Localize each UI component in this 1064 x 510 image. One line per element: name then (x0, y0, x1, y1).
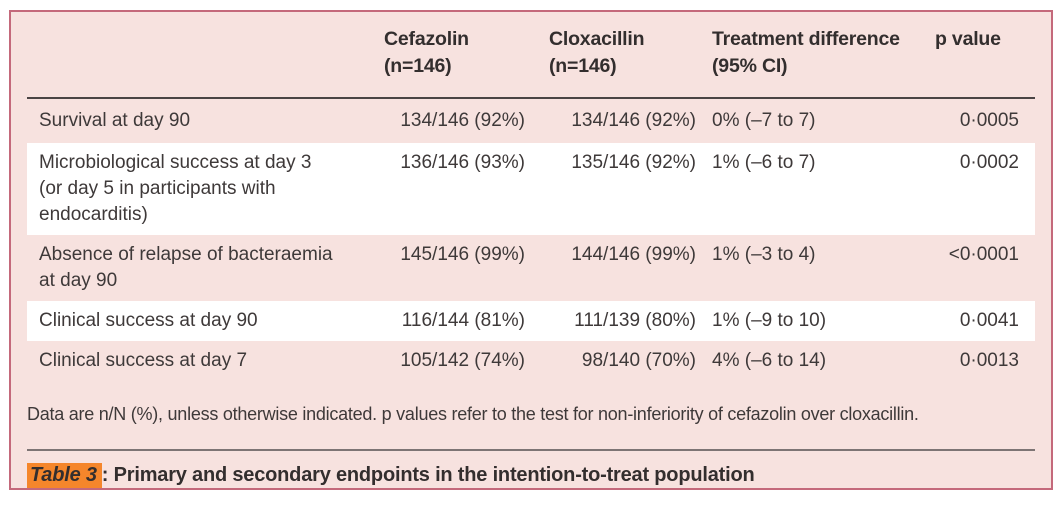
endpoint-cell: Absence of relapse of bacteraemia at day… (39, 244, 333, 291)
header-endpoint-column (27, 12, 367, 36)
endpoint-cell: Survival at day 90 (39, 110, 191, 131)
table-caption-separator: : (101, 464, 114, 486)
cefazolin-value: 116/144 (81%) (401, 310, 525, 331)
treatment-difference-value: 1% (–3 to 4) (712, 244, 816, 265)
cefazolin-value: 134/146 (92%) (400, 110, 525, 131)
cloxacillin-value: 135/146 (92%) (571, 152, 696, 173)
cefazolin-value: 105/142 (74%) (400, 350, 525, 371)
header-cefazolin: Cefazolin (n=146) (384, 28, 469, 77)
table-row-microbiological-success: Microbiological success at day 3 (or day… (27, 143, 1035, 235)
endpoint-cell: Microbiological success at day 3 (or day… (39, 152, 312, 225)
header-cloxacillin: Cloxacillin (n=146) (549, 28, 645, 77)
table-caption: Table 3: Primary and secondary endpoints… (27, 462, 1035, 489)
caption-divider-rule (27, 449, 1035, 451)
cefazolin-value: 136/146 (93%) (400, 152, 525, 173)
endpoint-cell: Clinical success at day 7 (39, 350, 248, 371)
table-row-clinical-success-day-90: Clinical success at day 90 116/144 (81%)… (27, 301, 1035, 341)
table-row-absence-of-relapse: Absence of relapse of bacteraemia at day… (27, 235, 1035, 301)
p-value: 0·0041 (959, 310, 1019, 331)
table-caption-label: Table 3 (27, 463, 102, 488)
header-treatment-difference: Treatment difference (95% CI) (712, 28, 900, 77)
table-header-row: Cefazolin (n=146) Cloxacillin (n=146) Tr… (27, 12, 1035, 97)
p-value: 0·0013 (959, 350, 1019, 371)
header-p-value: p value (935, 28, 1001, 50)
p-value: 0·0002 (959, 152, 1019, 173)
treatment-difference-value: 1% (–9 to 10) (712, 310, 827, 331)
treatment-difference-value: 1% (–6 to 7) (712, 152, 816, 173)
treatment-difference-value: 0% (–7 to 7) (712, 110, 816, 131)
header-divider-rule (27, 97, 1035, 99)
endpoint-cell: Clinical success at day 90 (39, 310, 258, 331)
cloxacillin-value: 144/146 (99%) (571, 244, 696, 265)
p-value: <0·0001 (948, 244, 1019, 265)
table-content: Cefazolin (n=146) Cloxacillin (n=146) Tr… (11, 12, 1051, 489)
table-caption-text: Primary and secondary endpoints in the i… (113, 464, 755, 486)
table-row-clinical-success-day-7: Clinical success at day 7 105/142 (74%) … (27, 341, 1035, 381)
cloxacillin-value: 111/139 (80%) (574, 310, 696, 331)
p-value: 0·0005 (959, 110, 1019, 131)
cloxacillin-value: 134/146 (92%) (571, 110, 696, 131)
table-footnote: Data are n/N (%), unless otherwise indic… (27, 404, 919, 424)
cefazolin-value: 145/146 (99%) (400, 244, 525, 265)
treatment-difference-value: 4% (–6 to 14) (712, 350, 827, 371)
cloxacillin-value: 98/140 (70%) (581, 350, 696, 371)
table-row-survival-day-90: Survival at day 90 134/146 (92%) 134/146… (27, 99, 1035, 143)
table-3-card: Cefazolin (n=146) Cloxacillin (n=146) Tr… (9, 10, 1053, 490)
